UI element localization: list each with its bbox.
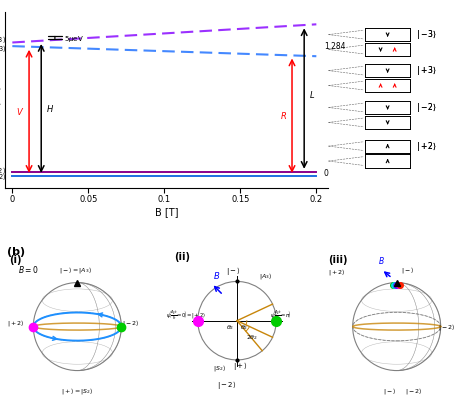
Text: $H$: $H$	[46, 103, 54, 114]
Text: $|-\rangle$: $|-\rangle$	[226, 265, 241, 277]
Text: $|A_3\rangle=|+3\rangle-|-3\rangle$: $|A_3\rangle=|+3\rangle-|-3\rangle$	[0, 43, 6, 55]
Text: $|-2\rangle$: $|-2\rangle$	[405, 386, 423, 396]
Text: (b): (b)	[7, 247, 25, 257]
Text: $|+\rangle=|S_2\rangle$: $|+\rangle=|S_2\rangle$	[61, 386, 94, 396]
Text: $|+2\rangle$: $|+2\rangle$	[416, 140, 437, 153]
Text: $|+3\rangle$: $|+3\rangle$	[416, 64, 437, 77]
Text: $|+2\rangle$: $|+2\rangle$	[416, 140, 437, 153]
Text: $\psi\!\left(\!\frac{\Delta_2 t}{\hbar}\!=\!\pi\!\right)$: $\psi\!\left(\!\frac{\Delta_2 t}{\hbar}\…	[270, 308, 292, 321]
Text: $|+\rangle$: $|+\rangle$	[233, 360, 248, 372]
Text: $|-\rangle=|A_3\rangle$: $|-\rangle=|A_3\rangle$	[59, 265, 91, 275]
Text: $L$: $L$	[309, 89, 315, 100]
Text: 1.284: 1.284	[324, 42, 346, 50]
Text: $|-\rangle$: $|-\rangle$	[383, 386, 397, 396]
Text: 0: 0	[324, 169, 329, 178]
Text: $|-2\rangle$: $|-2\rangle$	[416, 101, 437, 114]
Text: $|S_2\rangle$: $|S_2\rangle$	[213, 363, 227, 373]
Text: $|A_3\rangle$: $|A_3\rangle$	[259, 271, 272, 281]
Text: $|A_2\rangle=|+2\rangle-|-2\rangle$: $|A_2\rangle=|+2\rangle-|-2\rangle$	[0, 171, 6, 183]
Text: $B$: $B$	[213, 271, 221, 282]
Text: (iii): (iii)	[328, 255, 348, 265]
Text: (ii): (ii)	[174, 252, 190, 262]
X-axis label: B [T]: B [T]	[155, 207, 178, 217]
Text: $B$: $B$	[378, 255, 385, 266]
Text: $|S_3\rangle=|+3\rangle+|-3\rangle$: $|S_3\rangle=|+3\rangle+|-3\rangle$	[0, 34, 6, 46]
Text: $|-2\rangle$: $|-2\rangle$	[122, 318, 140, 328]
Text: $R$: $R$	[281, 110, 287, 121]
Text: $\theta_2$: $\theta_2$	[226, 323, 234, 332]
Text: $|-\rangle$: $|-\rangle$	[401, 265, 415, 275]
Text: $|+2\rangle$: $|+2\rangle$	[328, 267, 346, 277]
Text: $5\mu$eV: $5\mu$eV	[64, 34, 84, 44]
Text: $2\theta_2$: $2\theta_2$	[246, 333, 258, 342]
Text: $|-2\rangle$: $|-2\rangle$	[416, 101, 437, 114]
Text: $\theta_2$: $\theta_2$	[240, 323, 248, 332]
Text: $|-3\rangle$: $|-3\rangle$	[416, 28, 437, 41]
Text: $V$: $V$	[16, 106, 25, 117]
Text: $\psi\!\left(\!\frac{\Delta_2 t}{\hbar}\!=\!0\!\right)\!=\!|+2\rangle$: $\psi\!\left(\!\frac{\Delta_2 t}{\hbar}\…	[165, 308, 206, 321]
Text: $B=0$: $B=0$	[18, 264, 39, 275]
Text: $|+3\rangle$: $|+3\rangle$	[416, 64, 437, 77]
Y-axis label: E (eV): E (eV)	[0, 85, 2, 115]
Text: $|-3\rangle$: $|-3\rangle$	[416, 28, 437, 41]
Text: (i): (i)	[9, 255, 22, 265]
Text: $|-2\rangle$: $|-2\rangle$	[438, 322, 456, 332]
Text: $|+2\rangle$: $|+2\rangle$	[7, 318, 25, 328]
Text: $|S_2\rangle=|+2\rangle+|-2\rangle$: $|S_2\rangle=|+2\rangle+|-2\rangle$	[0, 165, 6, 177]
Text: $|-2\rangle$: $|-2\rangle$	[218, 379, 237, 392]
